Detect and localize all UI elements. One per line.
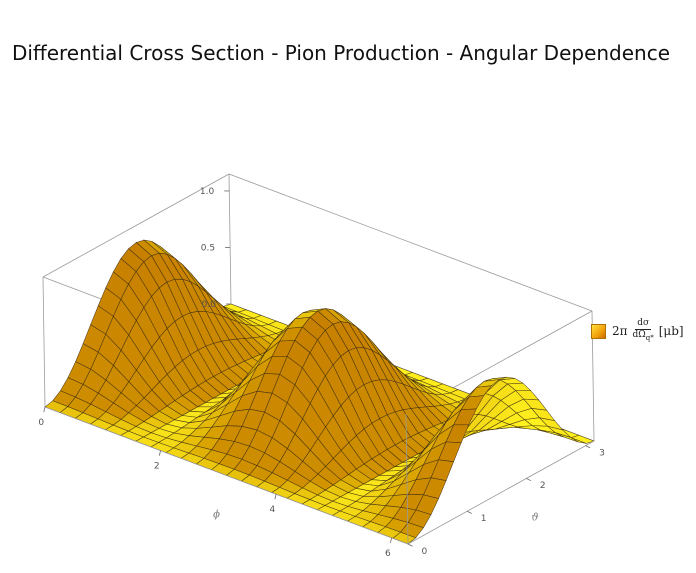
theta-tick bbox=[407, 543, 413, 547]
legend-numerator: dσ bbox=[635, 318, 652, 331]
theta-axis-label: ϑ bbox=[531, 513, 538, 524]
theta-tick-label: 3 bbox=[599, 448, 605, 458]
z-tick-label: 1.0 bbox=[200, 187, 215, 197]
chart-title: Differential Cross Section - Pion Produc… bbox=[11, 41, 671, 65]
box-edge bbox=[228, 173, 232, 305]
phi-tick-label: 2 bbox=[154, 462, 160, 472]
axis-ticks: 0 2 4 6 0 1 2 3 0.0 0.5 1.0 ϕ ϑ bbox=[38, 187, 604, 559]
phi-tick bbox=[158, 450, 161, 456]
legend: 2π dσ dΩq* [μb] bbox=[591, 314, 684, 348]
theta-tick bbox=[526, 478, 532, 482]
box-edge bbox=[407, 440, 595, 545]
box-edge bbox=[42, 276, 46, 408]
phi-tick bbox=[43, 406, 46, 413]
legend-fraction: dσ dΩq* bbox=[631, 318, 656, 344]
theta-tick-label: 1 bbox=[481, 514, 487, 524]
z-tick-label: 0.5 bbox=[201, 243, 215, 253]
phi-tick-label: 4 bbox=[269, 505, 275, 515]
box-edge bbox=[405, 413, 409, 545]
legend-swatch bbox=[591, 323, 606, 339]
bounding-box-front bbox=[44, 406, 595, 545]
box-edge bbox=[44, 406, 409, 545]
phi-axis-label: ϕ bbox=[213, 510, 220, 521]
box-edge bbox=[42, 173, 230, 278]
box-edge bbox=[228, 173, 593, 312]
z-tick-label: 0.0 bbox=[202, 300, 217, 310]
phi-tick bbox=[390, 537, 393, 543]
theta-tick bbox=[467, 510, 472, 514]
legend-denominator: dΩq* bbox=[631, 330, 656, 344]
surface-mesh bbox=[44, 239, 595, 545]
phi-tick bbox=[274, 494, 277, 500]
theta-tick-label: 2 bbox=[540, 481, 546, 491]
theta-tick-label: 0 bbox=[422, 547, 428, 557]
legend-denominator-sub: q* bbox=[645, 333, 654, 342]
phi-tick-label: 6 bbox=[385, 549, 391, 559]
phi-tick-label: 0 bbox=[38, 418, 44, 428]
legend-label: 2π bbox=[612, 324, 628, 338]
legend-denominator-main: dΩ bbox=[632, 330, 646, 341]
theta-tick bbox=[585, 445, 591, 449]
legend-unit: [μb] bbox=[658, 324, 684, 338]
